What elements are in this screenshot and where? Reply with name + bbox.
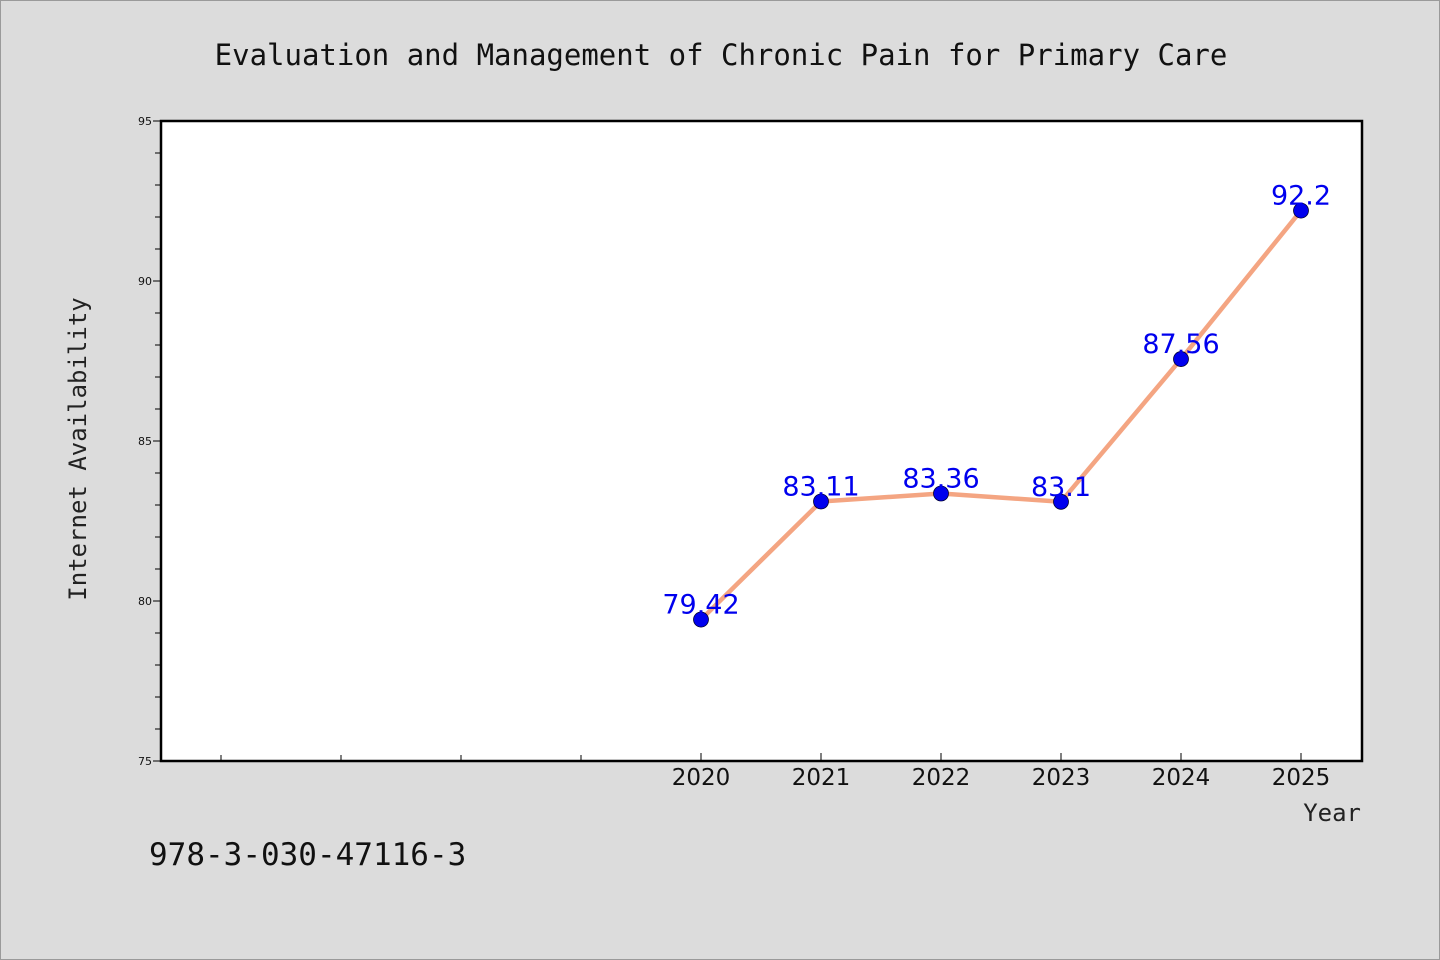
y-tick-label: 75 <box>138 755 152 768</box>
series-line <box>698 208 1304 622</box>
x-tick-label: 2020 <box>672 765 731 791</box>
data-label: 87.56 <box>1142 329 1219 360</box>
x-axis: 2020 2021 2022 2023 2024 2025 <box>220 753 1331 791</box>
data-point <box>693 611 709 628</box>
y-tick-label: 95 <box>138 115 152 128</box>
data-label: 83.1 <box>1031 472 1091 503</box>
data-point <box>813 493 829 510</box>
data-label: 83.11 <box>782 471 859 502</box>
x-axis-label: Year <box>1303 799 1361 827</box>
data-point <box>1293 202 1309 219</box>
y-axis-label: Internet Availability <box>64 297 92 600</box>
data-label: 83.36 <box>902 463 979 494</box>
chart-title: Evaluation and Management of Chronic Pai… <box>215 38 1228 72</box>
x-tick-label: 2023 <box>1032 765 1091 791</box>
series-internet-availability: 79.42 83.11 83.36 83.1 87.56 92.2 <box>662 181 1331 628</box>
data-point <box>1173 351 1189 367</box>
y-tick-label: 85 <box>138 435 152 448</box>
x-tick-label: 2022 <box>912 765 971 791</box>
y-axis: 75 80 85 90 95 <box>138 115 161 768</box>
data-label: 79.42 <box>662 590 739 621</box>
isbn-text: 978-3-030-47116-3 <box>149 837 466 873</box>
x-tick-label: 2021 <box>792 765 851 791</box>
plot-area <box>159 119 1364 763</box>
data-point <box>1053 493 1069 510</box>
x-tick-label: 2024 <box>1152 765 1211 791</box>
data-label: 92.2 <box>1271 181 1331 212</box>
y-tick-label: 80 <box>138 595 152 608</box>
data-point <box>933 485 949 502</box>
x-tick-label: 2025 <box>1272 765 1331 791</box>
y-tick-label: 90 <box>138 275 152 288</box>
